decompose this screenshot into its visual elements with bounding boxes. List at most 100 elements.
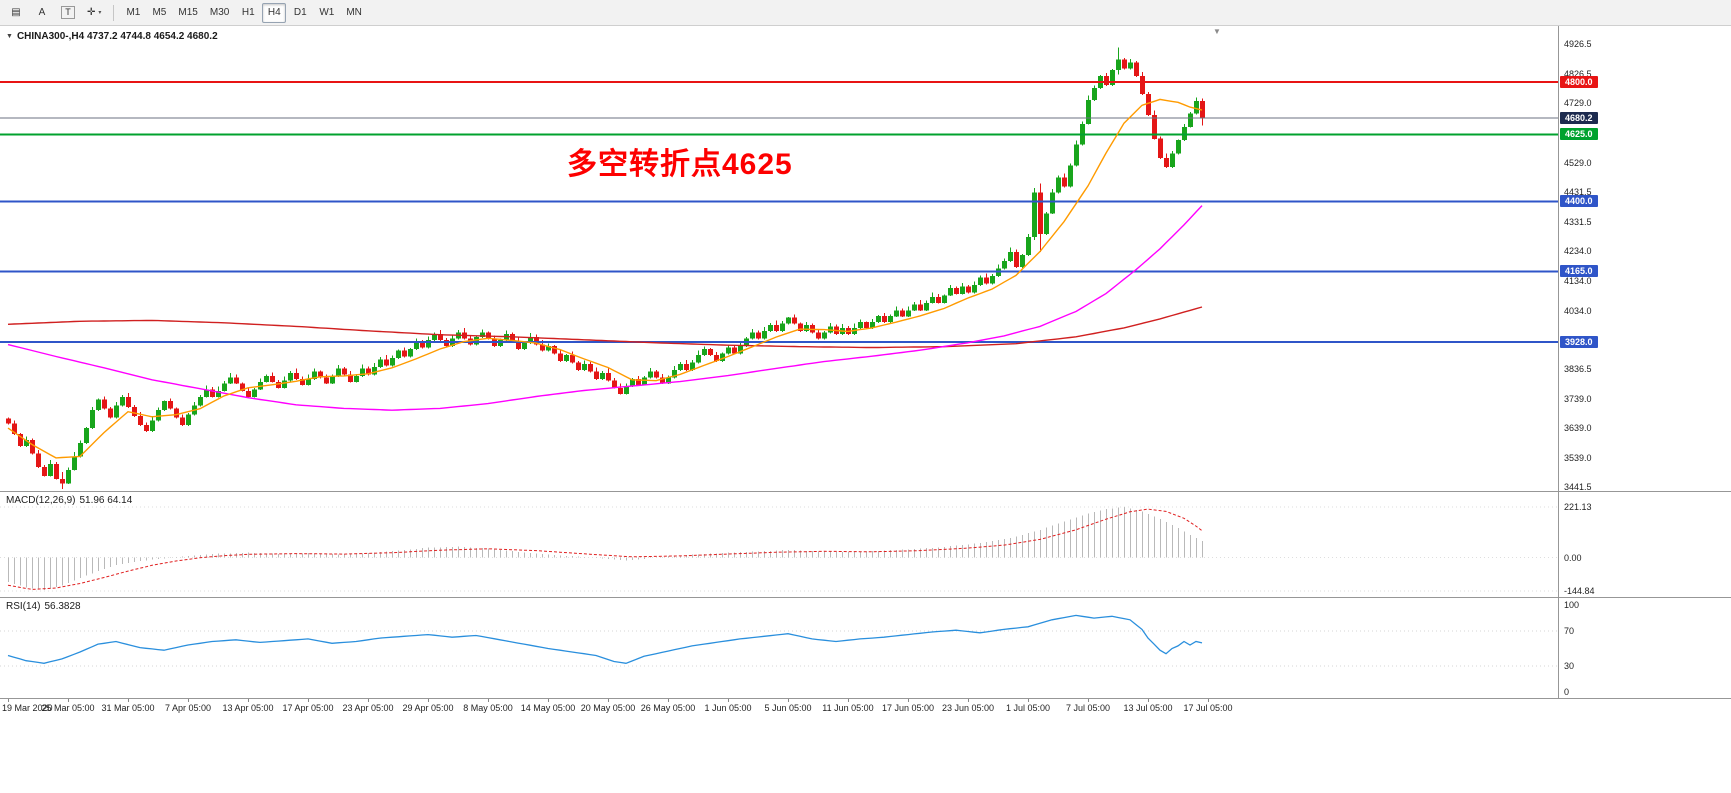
cursor-tool-button[interactable]: A <box>30 3 54 23</box>
text-tool-button[interactable]: T <box>56 3 80 23</box>
rsi-pane[interactable]: RSI(14) 56.3828 <box>0 598 1558 698</box>
time-axis-tick <box>848 699 849 702</box>
timeframe-button-m5[interactable]: M5 <box>147 3 171 23</box>
macd-values: 51.96 64.14 <box>79 495 133 506</box>
text-tool-icon: T <box>61 6 75 19</box>
symbol-period-label: CHINA300-,H4 <box>16 31 85 42</box>
price-axis-label: 3739.0 <box>1564 393 1592 404</box>
price-chart-canvas[interactable] <box>0 26 1558 491</box>
chart-window-icon: ▤ <box>11 6 21 18</box>
price-level-badge: 4165.0 <box>1560 265 1598 278</box>
time-axis-tick <box>128 699 129 702</box>
time-axis-tick <box>968 699 969 702</box>
rsi-axis-label: 0 <box>1564 687 1570 697</box>
time-axis[interactable]: 19 Mar 2020 25 Mar 05:00 31 Mar 05:00 7 Apr… <box>0 699 1731 718</box>
timeframe-button-m1[interactable]: M1 <box>121 3 145 23</box>
time-axis-label: 23 Apr 05:00 <box>342 703 394 713</box>
price-axis-label: 3836.5 <box>1564 364 1592 375</box>
pane-separator[interactable] <box>0 491 1731 492</box>
time-axis-label: 8 May 05:00 <box>463 703 513 713</box>
rsi-axis-label: 30 <box>1564 660 1575 671</box>
price-axis-label: 4826.5 <box>1564 69 1592 80</box>
rsi-axis-label: 70 <box>1564 626 1575 637</box>
crosshair-icon: ✛ <box>87 6 96 18</box>
macd-pane[interactable]: MACD(12,26,9) 51.96 64.14 <box>0 492 1558 597</box>
price-axis-label: 4331.5 <box>1564 216 1592 227</box>
time-axis-tick <box>728 699 729 702</box>
time-axis-tick <box>308 699 309 702</box>
chart-shift-marker-icon[interactable]: ▼ <box>1213 27 1221 36</box>
time-axis-label: 31 Mar 05:00 <box>101 703 155 713</box>
time-axis-label: 25 Mar 05:00 <box>41 703 95 713</box>
time-axis-tick <box>68 699 69 702</box>
price-level-badge: 4625.0 <box>1560 128 1598 141</box>
price-level-badge: 3928.0 <box>1560 336 1598 349</box>
time-axis-tick <box>908 699 909 702</box>
rsi-title: RSI(14) <box>6 601 41 612</box>
price-axis-label: 4926.5 <box>1564 39 1592 50</box>
time-axis-tick <box>1148 699 1149 702</box>
price-axis[interactable]: 4926.54826.54729.04631.54529.04431.54331… <box>1559 26 1731 718</box>
rsi-value: 56.3828 <box>44 601 81 612</box>
price-level-badge: 4800.0 <box>1560 76 1598 89</box>
toolbar: ▤ A T ✛ ▾ M1 M5 M15 M30 H1 H4 D1 W1 MN <box>0 0 1731 26</box>
ohlc-values: 4737.2 4744.8 4654.2 4680.2 <box>86 31 218 42</box>
time-axis-label: 17 Jul 05:00 <box>1183 703 1233 713</box>
dropdown-caret-icon: ▾ <box>98 10 102 16</box>
time-axis-label: 5 Jun 05:00 <box>764 703 812 713</box>
cursor-tool-icon: A <box>38 6 46 18</box>
chart-symbol-header: ▼ CHINA300-,H4 4737.2 4744.8 4654.2 4680.… <box>6 31 218 42</box>
charts-menu-button[interactable]: ▤ <box>4 3 28 23</box>
timeframe-button-mn[interactable]: MN <box>341 3 367 23</box>
price-chart-pane[interactable]: ▼ CHINA300-,H4 4737.2 4744.8 4654.2 4680.… <box>0 26 1558 491</box>
crosshair-tool-button[interactable]: ✛ ▾ <box>82 3 106 23</box>
time-axis-tick <box>788 699 789 702</box>
toolbar-separator <box>113 4 115 21</box>
time-axis-label: 11 Jun 05:00 <box>822 703 874 713</box>
rsi-header: RSI(14) 56.3828 <box>6 601 81 612</box>
time-axis-label: 29 Apr 05:00 <box>402 703 454 713</box>
time-axis-label: 1 Jun 05:00 <box>704 703 752 713</box>
collapse-triangle-icon: ▼ <box>6 33 13 40</box>
time-axis-label: 26 May 05:00 <box>640 703 696 713</box>
rsi-canvas[interactable] <box>0 598 1558 698</box>
timeframe-button-h1[interactable]: H1 <box>236 3 260 23</box>
timeframe-button-w1[interactable]: W1 <box>314 3 339 23</box>
time-axis-label: 23 Jun 05:00 <box>941 703 995 713</box>
price-axis-label: 4431.5 <box>1564 186 1592 197</box>
pane-separator[interactable] <box>0 597 1731 598</box>
time-axis-border <box>0 698 1731 699</box>
macd-axis-label: 0.00 <box>1564 552 1582 563</box>
time-axis-label: 20 May 05:00 <box>580 703 636 713</box>
time-axis-tick <box>1028 699 1029 702</box>
timeframe-group: M1 M5 M15 M30 H1 H4 D1 W1 MN <box>120 2 367 23</box>
price-axis-label: 4729.0 <box>1564 98 1592 109</box>
price-level-badge: 4400.0 <box>1560 195 1598 208</box>
price-axis-label: 4234.0 <box>1564 245 1592 256</box>
time-axis-label: 14 May 05:00 <box>520 703 576 713</box>
timeframe-button-m30[interactable]: M30 <box>205 3 234 23</box>
price-axis-label: 4034.0 <box>1564 305 1592 316</box>
price-axis-label: 3441.5 <box>1564 482 1592 493</box>
time-axis-tick <box>548 699 549 702</box>
timeframe-button-m15[interactable]: M15 <box>173 3 202 23</box>
timeframe-button-h4[interactable]: H4 <box>262 2 287 23</box>
price-axis-label: 4529.0 <box>1564 157 1592 168</box>
time-axis-tick <box>8 699 9 702</box>
time-axis-tick <box>428 699 429 702</box>
macd-title: MACD(12,26,9) <box>6 495 76 506</box>
time-axis-tick <box>248 699 249 702</box>
price-axis-border <box>1558 26 1559 699</box>
time-axis-label: 1 Jul 05:00 <box>1005 703 1051 713</box>
time-axis-tick <box>1088 699 1089 702</box>
time-axis-tick <box>668 699 669 702</box>
price-axis-label: 4134.0 <box>1564 275 1592 286</box>
time-axis-tick <box>608 699 609 702</box>
macd-canvas[interactable] <box>0 492 1558 597</box>
timeframe-button-d1[interactable]: D1 <box>288 3 312 23</box>
time-axis-label: 7 Apr 05:00 <box>164 703 212 713</box>
macd-header: MACD(12,26,9) 51.96 64.14 <box>6 495 132 506</box>
price-axis-label: 3639.0 <box>1564 423 1592 434</box>
time-axis-tick <box>1208 699 1209 702</box>
